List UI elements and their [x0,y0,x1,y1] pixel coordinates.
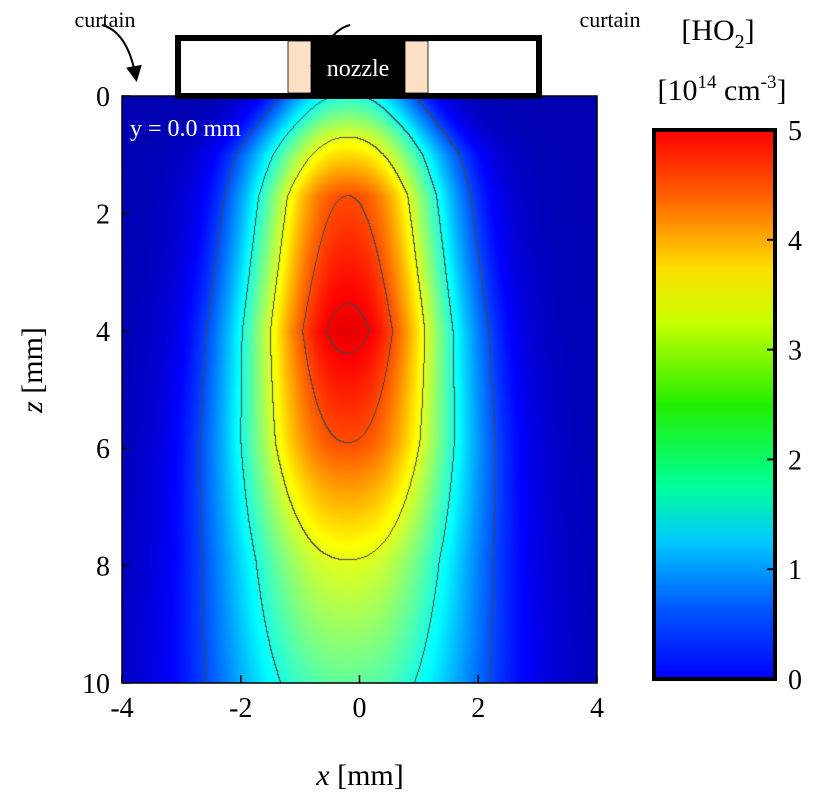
y-tick-label: 0 [96,82,110,113]
y-tick-label: 10 [82,669,110,700]
y-tick-label: 6 [96,434,110,465]
colorbar-unit: [1014 cm-3] [658,72,787,107]
colorbar-tick-label: 1 [788,555,802,586]
axis-ticks: -4 -2 0 2 4 0 2 4 6 8 10 [82,82,604,724]
colorbar-tick-label: 5 [788,116,802,147]
nozzle-label: nozzle [327,56,390,82]
heatmap-field [122,96,597,683]
curtain-label-right: curtain [579,7,640,32]
colorbar-title: [HO2] [681,14,754,53]
curtain-arrow-right [310,24,351,82]
y-tick-label: 8 [96,552,110,583]
y-tick-label: 4 [96,317,110,348]
nozzle-wall-left [287,40,312,94]
plot-frame [121,95,598,684]
curtain-label-left: curtain [74,7,135,32]
colorbar-tick-label: 4 [788,226,802,257]
x-tick-label: 0 [353,693,367,724]
nozzle-body [311,38,405,98]
annotation-y-position: y = 0.0 mm [130,116,241,142]
nozzle-wall-right [404,40,429,94]
y-tick-label: 2 [96,199,110,230]
colorbar-tick-label: 0 [788,665,802,696]
x-tick-label: 2 [471,693,485,724]
colorbar-tick-label: 3 [788,336,802,367]
y-axis-label: z [mm] [16,327,49,414]
nozzle-diagram: nozzle curtain curtain [74,7,641,99]
curtain-arrow-left [101,24,142,82]
colorbar-ticks: 5 4 3 2 1 0 [767,116,802,696]
x-tick-label: 4 [590,693,604,724]
colorbar [652,128,777,681]
x-tick-label: -2 [229,693,252,724]
x-tick-label: -4 [110,693,133,724]
colorbar-tick-label: 2 [788,445,802,476]
x-axis-label: x [mm] [315,759,403,792]
